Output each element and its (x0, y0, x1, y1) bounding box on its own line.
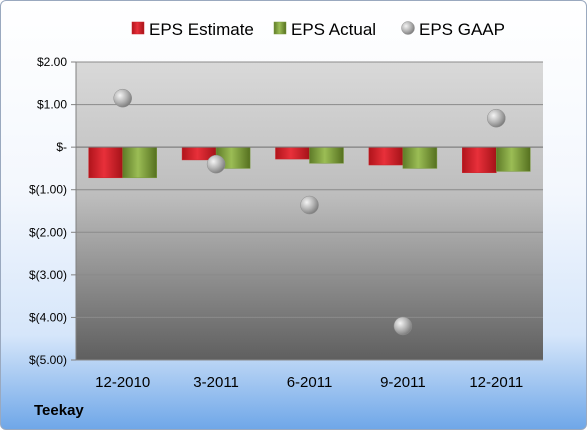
legend-actual-label: EPS Actual (291, 20, 376, 39)
gaap-marker (206, 154, 226, 174)
company-label: Teekay (34, 402, 84, 419)
actual-bar (309, 146, 344, 164)
x-category-label: 12-2011 (469, 374, 523, 391)
gaap-markers (113, 88, 506, 336)
gaap-marker (113, 88, 132, 108)
estimate-bar (275, 146, 310, 160)
x-category-label: 6-2011 (287, 374, 333, 391)
legend: EPS Estimate EPS Actual EPS GAAP (131, 20, 505, 39)
estimate-bar (88, 146, 123, 179)
legend-actual-swatch (273, 21, 287, 35)
y-tick-label: $(3.00) (29, 268, 67, 282)
x-category-label: 9-2011 (380, 374, 426, 391)
y-tick-label: $2.00 (37, 55, 67, 69)
actual-bar (496, 146, 531, 172)
legend-estimate-swatch (131, 21, 145, 35)
x-category-label: 3-2011 (193, 374, 239, 391)
y-tick-label: $(4.00) (29, 310, 67, 324)
estimate-bar (462, 146, 497, 173)
y-tick-label: $- (56, 140, 67, 154)
y-axis: $2.00 $1.00 $- $(1.00) $(2.00) $(3.00) $(4.00)… (29, 55, 77, 367)
y-tick-label: $(1.00) (29, 183, 67, 197)
gaap-marker (300, 195, 319, 215)
legend-gaap-swatch (401, 21, 415, 35)
legend-gaap-label: EPS GAAP (419, 20, 505, 39)
gaap-marker (393, 316, 413, 336)
x-category-label: 12-2010 (95, 374, 150, 391)
estimate-bar (368, 146, 404, 166)
y-tick-label: $1.00 (37, 98, 67, 112)
actual-bar (122, 146, 157, 179)
legend-estimate-label: EPS Estimate (149, 20, 254, 39)
y-tick-label: $(2.00) (29, 225, 67, 239)
x-axis: 12-2010 3-2011 6-2011 9-2011 12-2011 (76, 146, 543, 391)
gaap-marker (487, 108, 506, 128)
y-tick-label: $(5.00) (29, 353, 67, 367)
actual-bar (402, 146, 438, 169)
bars (88, 146, 531, 179)
